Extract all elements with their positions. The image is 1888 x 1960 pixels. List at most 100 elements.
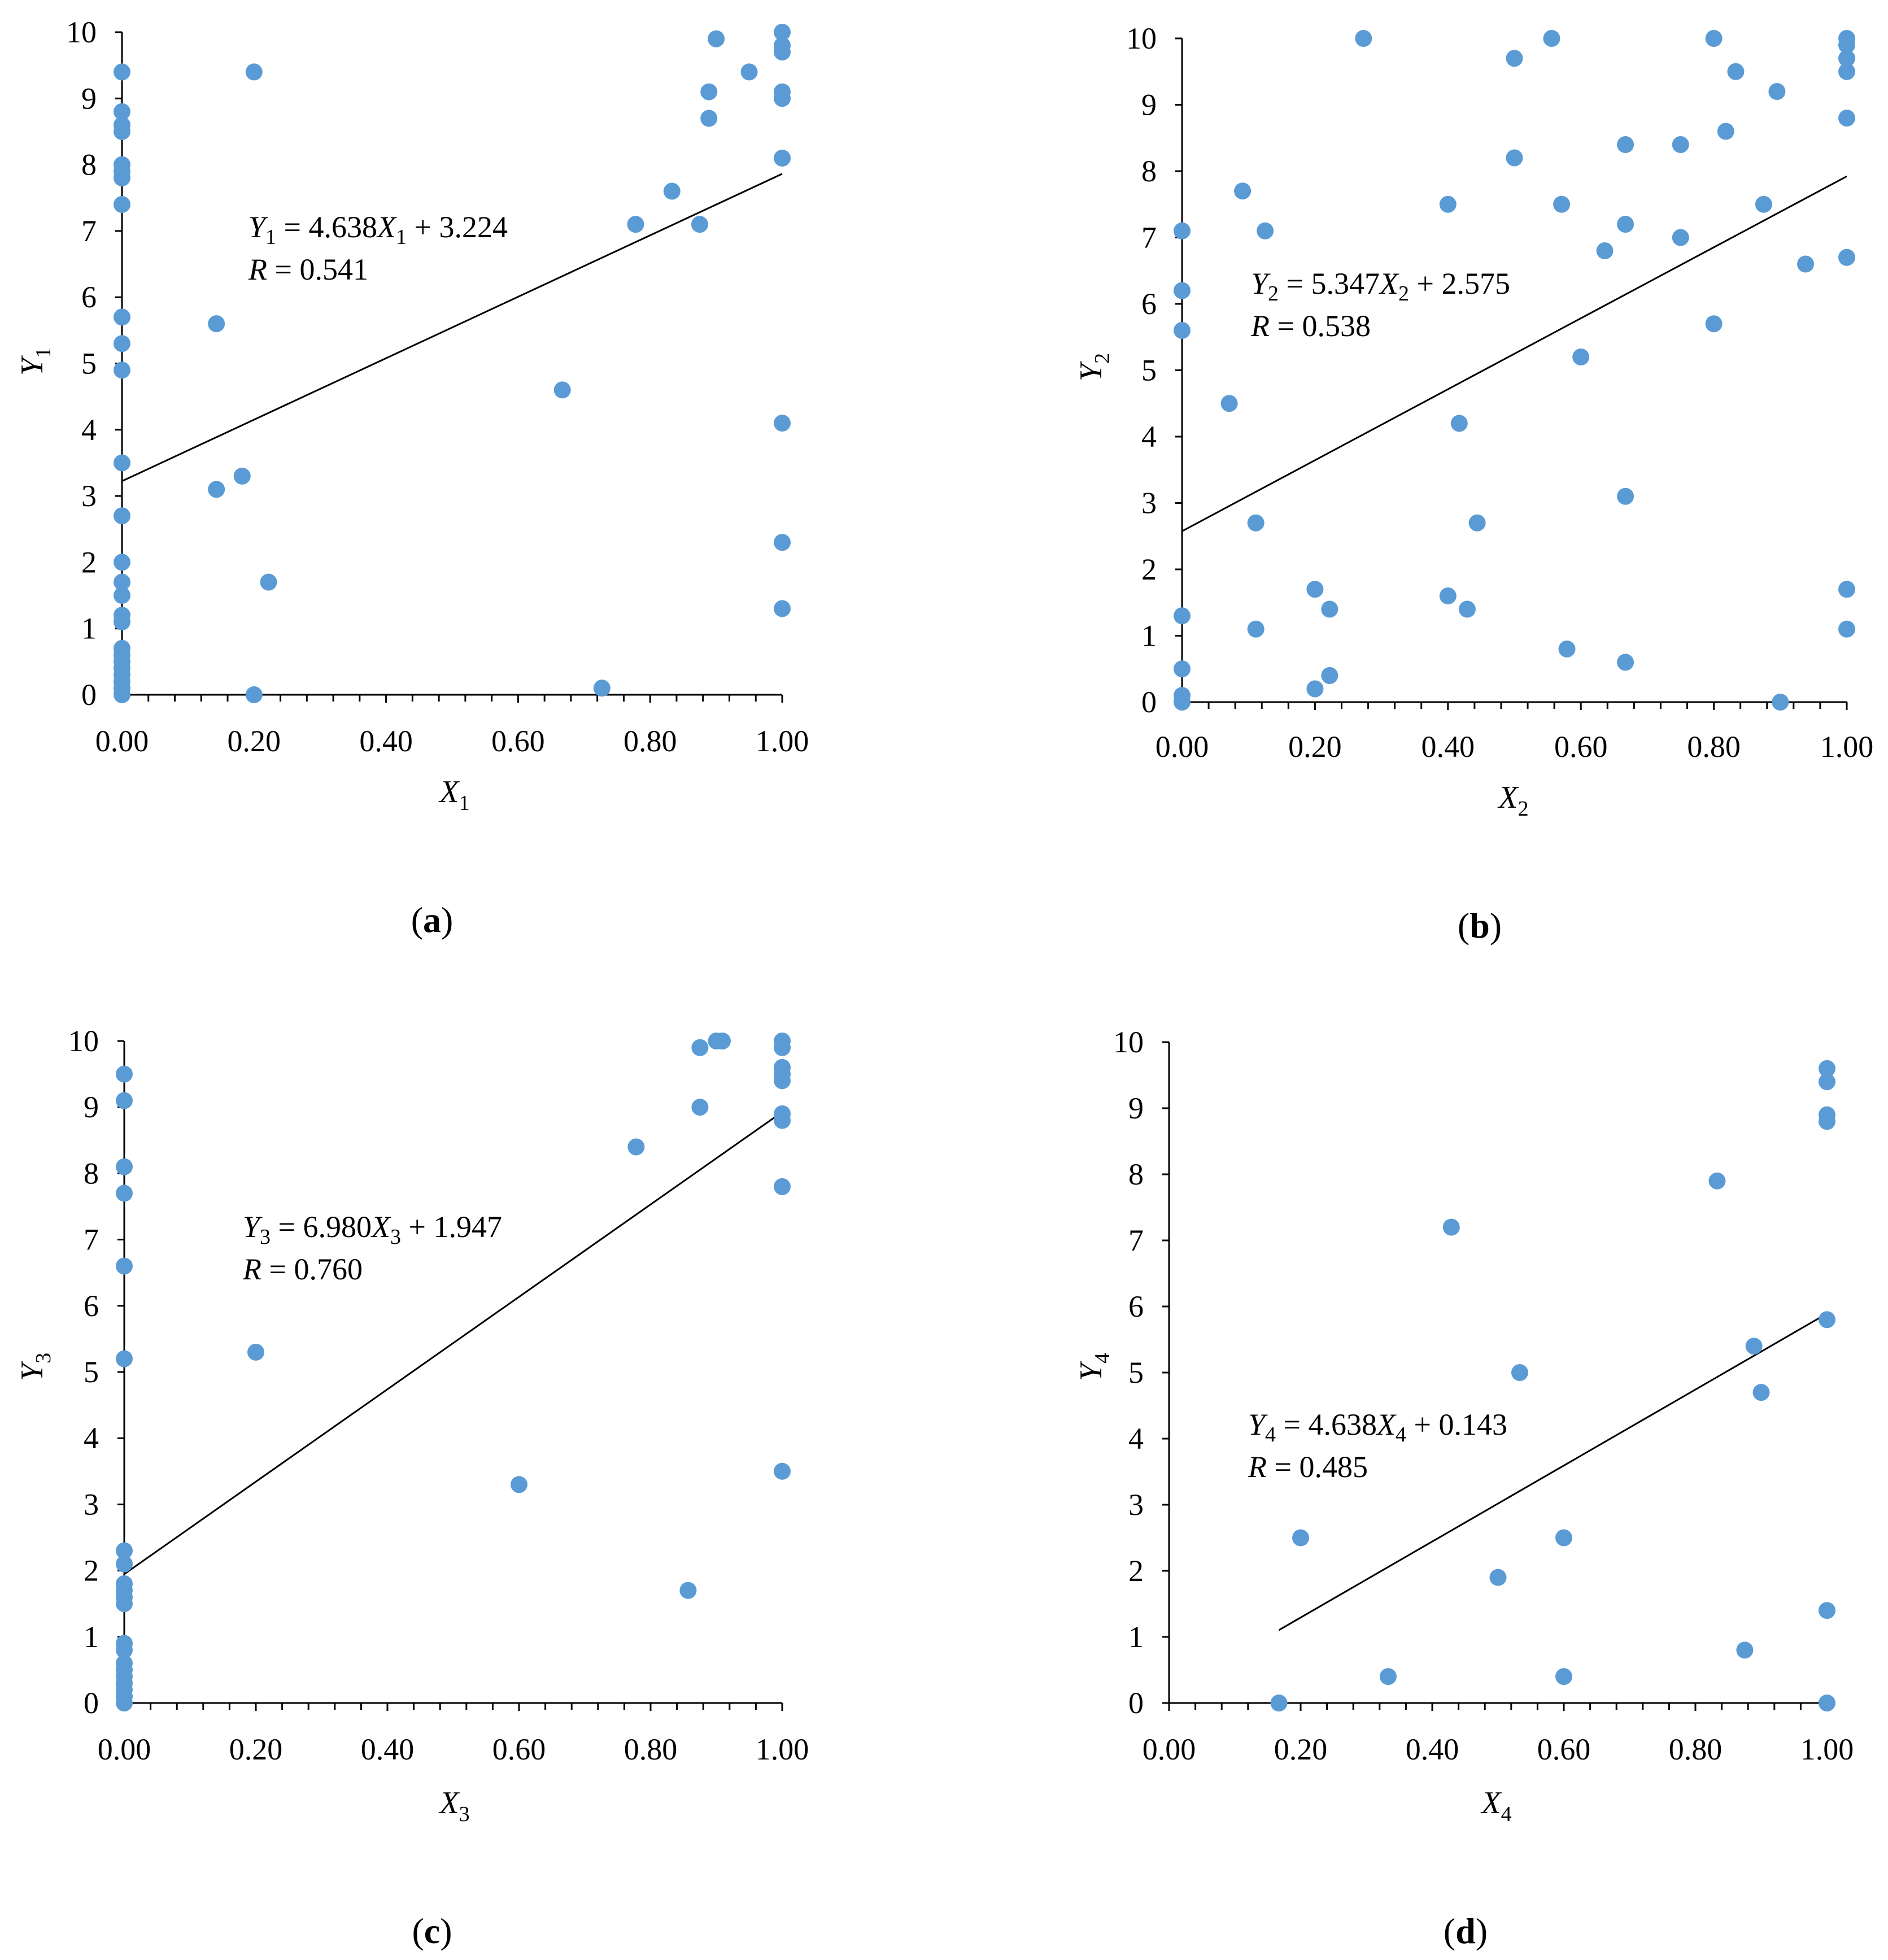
data-point	[740, 63, 758, 81]
data-point	[1442, 1218, 1460, 1236]
equation-y-sub: 1	[265, 225, 276, 249]
data-point	[116, 1595, 133, 1613]
data-point	[1379, 1668, 1397, 1685]
data-point	[1174, 694, 1191, 711]
y-tick-label: 6	[84, 1289, 99, 1323]
chart-panel-a: 0.00 0.20 0.40 0.60 0.80 1.00012345678910X1Y1…	[15, 15, 809, 940]
equation-x-var: X	[1376, 1408, 1397, 1441]
data-point	[114, 335, 130, 352]
data-point	[114, 573, 130, 591]
data-point	[1819, 1060, 1835, 1077]
equation-intercept: + 3.224	[407, 210, 508, 244]
data-point	[1819, 1695, 1835, 1711]
data-point	[700, 83, 718, 101]
equation-x-sub: 2	[1398, 282, 1409, 306]
data-point	[708, 30, 725, 47]
x-tick-label: 0.60	[1537, 1732, 1591, 1766]
y-tick-label: 9	[84, 1090, 99, 1124]
data-point	[1819, 1311, 1835, 1329]
data-point	[114, 63, 130, 81]
data-point	[1174, 282, 1191, 299]
y-axis-title: Y3	[15, 1353, 55, 1381]
y-axis-title-sub: 4	[1091, 1353, 1114, 1364]
data-point	[1355, 30, 1372, 47]
data-point	[114, 507, 130, 525]
regression-equation: Y2 = 5.347X2 + 2.575	[1251, 267, 1510, 306]
x-tick-label: 1.00	[756, 724, 809, 758]
r-value: = 0.538	[1270, 309, 1371, 343]
data-point	[260, 573, 277, 591]
y-tick-label: 0	[1141, 685, 1157, 719]
data-point	[1838, 249, 1855, 266]
data-point	[114, 123, 130, 140]
y-axis-title: Y2	[1074, 353, 1114, 381]
y-tick-label: 10	[66, 15, 97, 49]
panel-label: (d)	[1444, 1911, 1488, 1951]
y-tick-label: 2	[84, 1554, 99, 1588]
data-point	[1174, 322, 1191, 339]
data-point	[114, 195, 130, 213]
data-point	[691, 1099, 709, 1116]
y-tick-label: 9	[1141, 88, 1157, 122]
y-tick-label: 7	[1128, 1223, 1144, 1257]
y-tick-label: 8	[84, 1156, 99, 1190]
data-point	[1321, 600, 1338, 618]
x-axis-title-var: X	[438, 1785, 460, 1820]
y-tick-label: 1	[81, 612, 97, 646]
data-point	[116, 1158, 133, 1175]
equation-y-var: Y	[243, 1210, 263, 1244]
data-point	[1174, 607, 1191, 625]
y-axis-title-var: Y	[1074, 1360, 1109, 1381]
panel-label: (b)	[1458, 905, 1502, 946]
data-point	[1768, 83, 1786, 100]
y-tick-label: 0	[84, 1686, 99, 1720]
data-point	[1819, 1602, 1835, 1619]
data-point	[1745, 1338, 1763, 1355]
y-tick-label: 10	[1113, 1025, 1144, 1059]
data-point	[1553, 195, 1571, 213]
data-point	[774, 534, 791, 551]
data-point	[114, 169, 130, 187]
data-point	[1617, 654, 1634, 671]
y-axis-title: Y1	[15, 347, 55, 376]
equation-coef: = 5.347	[1279, 267, 1380, 300]
data-point	[713, 1033, 731, 1049]
data-point	[1596, 242, 1614, 259]
data-point	[1450, 415, 1468, 432]
panel-label-letter: b	[1470, 905, 1490, 946]
x-tick-label: 0.80	[1669, 1732, 1723, 1766]
data-point	[116, 1555, 133, 1573]
x-tick-label: 0.40	[1422, 730, 1475, 764]
y-tick-label: 1	[84, 1620, 99, 1654]
panel-label-letter: c	[424, 1911, 440, 1951]
x-tick-label: 1.00	[756, 1732, 809, 1766]
data-point	[1458, 600, 1476, 618]
trend-line	[1278, 1313, 1828, 1631]
data-point	[1838, 36, 1855, 54]
data-point	[774, 1039, 791, 1056]
data-point	[116, 1542, 133, 1560]
data-point	[1819, 1113, 1835, 1130]
y-tick-label: 5	[1141, 354, 1157, 387]
y-axis-title-sub: 3	[32, 1353, 55, 1364]
chart-panel-b: 0.00 0.20 0.40 0.60 0.80 1.00012345678910X2Y2…	[1074, 21, 1873, 946]
x-axis-title-sub: 1	[459, 791, 470, 815]
data-point	[116, 1641, 133, 1659]
panel-label-open: (	[412, 1911, 424, 1951]
y-axis-title: Y4	[1074, 1353, 1114, 1381]
data-point	[511, 1476, 527, 1493]
r-value: = 0.485	[1267, 1450, 1368, 1484]
y-tick-label: 3	[1128, 1488, 1144, 1522]
y-tick-label: 2	[1128, 1554, 1144, 1588]
y-tick-label: 2	[1141, 552, 1157, 586]
data-point	[1672, 136, 1689, 153]
data-point	[114, 361, 130, 379]
equation-intercept: + 1.947	[401, 1210, 502, 1244]
panel-label-open: (	[1458, 905, 1470, 946]
equation-y-var: Y	[1251, 267, 1271, 300]
data-point	[114, 613, 130, 630]
data-point	[114, 587, 130, 604]
y-tick-label: 4	[84, 1421, 99, 1455]
data-point	[1755, 195, 1772, 213]
data-point	[1838, 110, 1855, 127]
